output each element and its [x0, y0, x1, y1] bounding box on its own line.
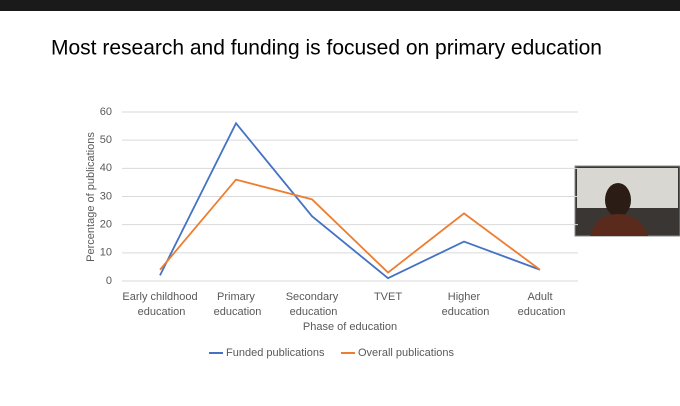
legend-label: Overall publications [358, 347, 454, 359]
y-tick-label: 10 [100, 247, 112, 259]
y-tick-label: 50 [100, 134, 112, 146]
x-tick-label: Primary education [211, 291, 262, 318]
y-tick-label: 0 [106, 275, 112, 287]
y-tick-label: 40 [100, 162, 112, 174]
y-tick-label: 30 [100, 190, 112, 202]
x-tick-label: Adult education [515, 291, 566, 318]
x-tick-label: Secondary education [286, 291, 339, 318]
legend-label: Funded publications [226, 347, 325, 359]
x-tick-label: TVET [374, 291, 402, 303]
x-axis-title: Phase of education [303, 321, 397, 333]
line-series [159, 178, 541, 274]
y-axis-title: Percentage of publications [85, 132, 97, 262]
line-series [159, 121, 541, 280]
y-tick-label: 20 [100, 219, 112, 231]
y-tick-label: 60 [100, 106, 112, 118]
x-tick-label: Higher education [439, 291, 490, 318]
webcam [574, 165, 680, 237]
chart-title: Most research and funding is focused on … [51, 37, 602, 60]
top-bar [0, 0, 680, 11]
x-tick-label: Early childhood education [122, 291, 197, 318]
